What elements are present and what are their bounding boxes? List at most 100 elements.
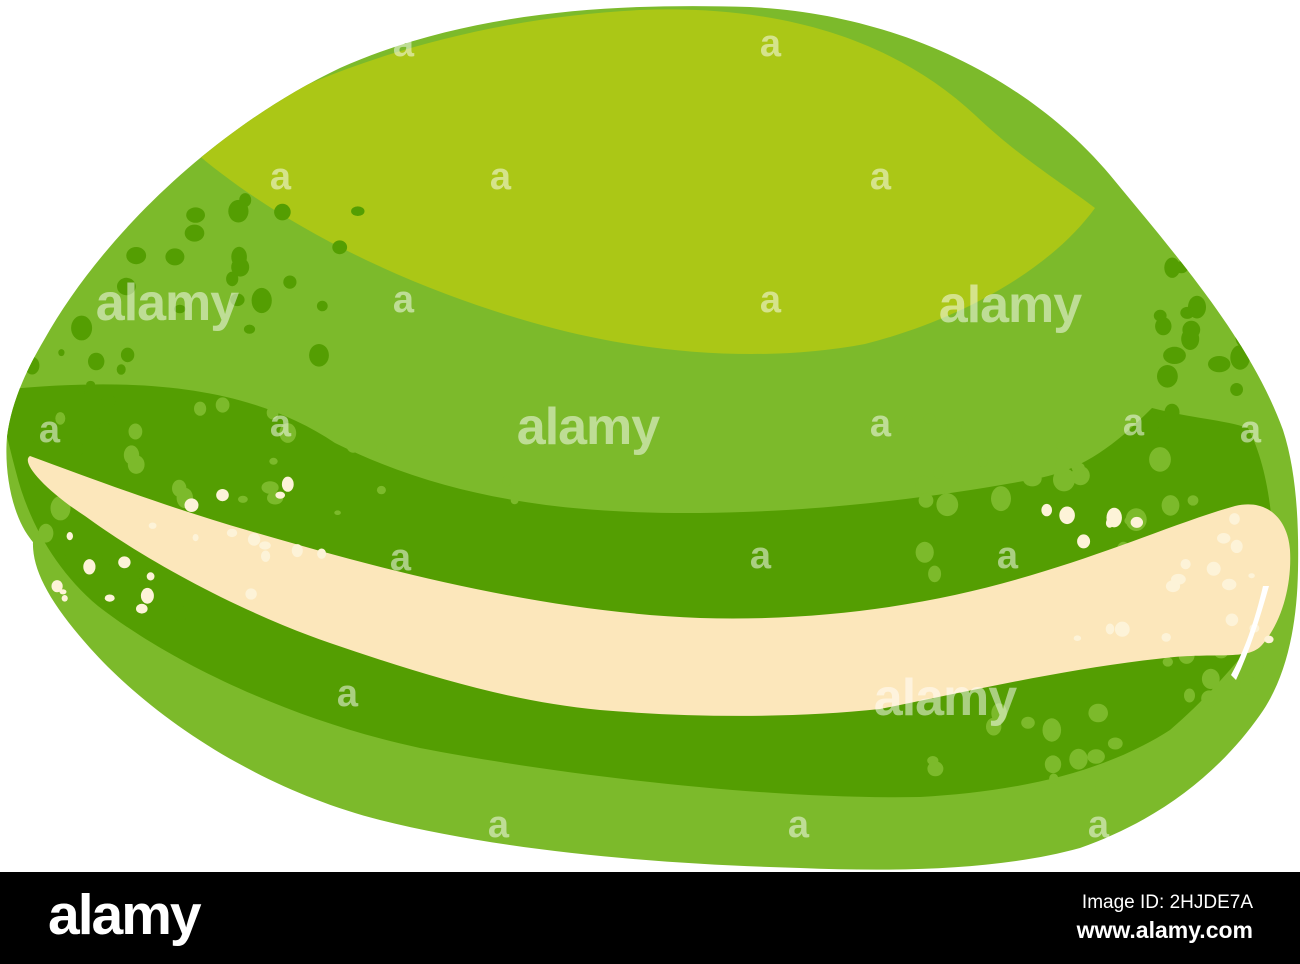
speckle-dot	[108, 605, 117, 612]
speckle-dot	[32, 431, 47, 445]
speckle-dot	[918, 493, 934, 508]
light-dots-dark-midleft	[334, 439, 519, 515]
speckle-dot	[148, 522, 157, 529]
speckle-dot	[173, 605, 187, 622]
speckle-dot	[510, 496, 519, 505]
speckle-dot	[216, 489, 229, 502]
speckle-dot	[928, 565, 942, 583]
macaron-dark-band	[6, 384, 1274, 798]
speckle-dot	[174, 304, 186, 314]
alamy-footer: alamy Image ID: 2HJDE7A www.alamy.com	[0, 872, 1300, 964]
speckle-dot	[1161, 633, 1171, 642]
speckle-dot	[1157, 365, 1178, 388]
speckle-dot	[228, 199, 249, 223]
speckle-dot	[226, 271, 239, 287]
speckle-dot	[140, 587, 154, 604]
speckle-dot	[1088, 703, 1108, 723]
speckle-dot	[194, 401, 207, 416]
speckle-dot	[1239, 675, 1257, 695]
speckle-dot	[1042, 718, 1062, 742]
speckle-dot	[261, 481, 279, 494]
speckle-dot	[332, 240, 348, 255]
speckle-dot	[38, 523, 54, 543]
light-dots-tip-top	[904, 413, 1068, 480]
speckle-dot	[88, 352, 105, 371]
speckle-dot	[69, 441, 84, 457]
speckle-dot	[1230, 539, 1243, 554]
speckle-dot	[1055, 455, 1070, 474]
speckle-dot	[51, 580, 63, 593]
speckle-dot	[1225, 613, 1239, 627]
speckle-dot	[1077, 534, 1091, 549]
speckle-dot	[1114, 621, 1130, 637]
speckle-dot	[126, 247, 147, 265]
speckle-dot	[55, 412, 66, 425]
speckle-dot	[1180, 559, 1191, 570]
light-dots-right-upper	[915, 447, 1199, 590]
speckle-dot	[61, 595, 68, 602]
speckle-dot	[86, 380, 95, 388]
speckle-dot	[281, 476, 294, 492]
speckle-dot	[1073, 635, 1082, 641]
speckle-dot	[1106, 507, 1122, 528]
speckle-dot	[927, 761, 944, 777]
speckle-dot	[138, 567, 149, 581]
speckle-dot	[1164, 403, 1180, 421]
speckle-dot	[1105, 623, 1115, 635]
speckle-layer-over	[37, 476, 1274, 644]
speckle-dot	[1208, 356, 1231, 373]
speckle-dot	[1180, 306, 1195, 319]
speckle-dot	[251, 287, 272, 314]
speckle-dot	[923, 413, 936, 424]
speckle-dot	[376, 485, 386, 495]
speckle-dot	[136, 603, 148, 614]
speckle-dot	[1165, 580, 1181, 593]
speckle-dot	[915, 541, 934, 563]
light-dots-below-filling	[927, 703, 1123, 796]
speckle-dot	[991, 703, 1007, 724]
speckle-dot	[1217, 533, 1231, 544]
speckle-dot	[66, 532, 74, 541]
speckle-dot	[1187, 495, 1199, 506]
speckle-dot	[1248, 573, 1255, 579]
speckle-dot	[231, 257, 250, 277]
speckle-dot	[247, 533, 261, 546]
speckle-dot	[184, 224, 205, 242]
speckle-dot	[116, 364, 126, 375]
speckle-dot	[1059, 506, 1075, 525]
speckle-dot	[165, 248, 185, 266]
speckle-dot	[128, 423, 143, 440]
speckle-dot	[243, 324, 256, 334]
speckle-dot	[1044, 755, 1062, 774]
speckle-dot	[1056, 441, 1068, 451]
speckle-dot	[1069, 748, 1088, 770]
speckle-dot	[215, 397, 230, 413]
speckle-dot	[279, 423, 297, 443]
speckle-dot	[26, 485, 37, 499]
speckle-dot	[376, 443, 387, 453]
speckle-dot	[58, 349, 65, 357]
speckle-dot	[1021, 716, 1035, 729]
speckle-dot	[49, 456, 60, 465]
speckle-dot	[936, 493, 959, 517]
image-id-label: Image ID: 2HJDE7A	[1081, 892, 1253, 913]
speckle-dot	[351, 206, 365, 216]
speckle-dot	[57, 553, 67, 564]
alamy-logo: alamy	[48, 882, 202, 947]
speckle-dot	[1229, 513, 1240, 525]
speckle-dot	[935, 431, 947, 442]
speckle-dot	[59, 589, 67, 595]
speckle-dot	[102, 564, 113, 574]
speckle-dot	[1107, 737, 1123, 750]
speckle-dot	[99, 422, 111, 432]
speckle-dot	[1130, 516, 1144, 528]
speckle-dot	[1161, 495, 1180, 516]
speckle-dot	[1206, 561, 1221, 576]
speckle-dot	[101, 394, 116, 408]
speckle-dot	[420, 445, 431, 454]
speckle-dot	[908, 470, 917, 480]
speckle-dot	[309, 344, 329, 367]
speckle-dot	[245, 588, 257, 600]
footer-meta: Image ID: 2HJDE7A www.alamy.com	[1077, 892, 1253, 944]
